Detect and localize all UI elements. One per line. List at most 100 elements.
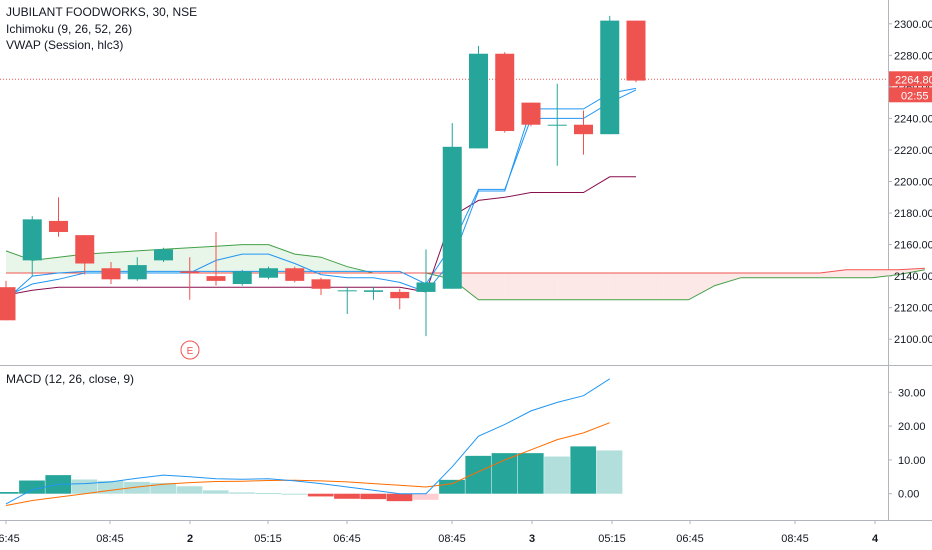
candle-body (259, 268, 278, 278)
ichimoku-cloud-segment (767, 272, 794, 278)
ichimoku-cloud-segment (478, 272, 505, 300)
macd-histogram-bar (229, 492, 255, 494)
macd-tick-label: 0.00 (898, 489, 919, 501)
price-tick-label: 2200.00 (894, 177, 932, 189)
ichimoku-cloud-segment (504, 272, 531, 300)
candle-body (0, 287, 16, 321)
macd-signal-line (5, 422, 610, 506)
ichimoku-cloud-segment (583, 272, 610, 300)
candle-body (75, 235, 95, 264)
ichimoku-cloud-segment (6, 250, 33, 273)
price-tick-label: 2100.00 (894, 334, 932, 346)
ichimoku-cloud-segment (557, 272, 584, 300)
macd-histogram-bar (71, 479, 98, 494)
last-price-label: 2264.80 (895, 74, 932, 86)
macd-histogram-bar (386, 493, 413, 502)
candle-body (626, 20, 646, 81)
ichimoku-cloud-segment (662, 272, 689, 300)
ichimoku-cloud-segment (609, 272, 636, 300)
macd-tick-label: 20.00 (898, 421, 926, 433)
ichimoku-cloud-segment (216, 244, 243, 273)
macd-histogram-bar (360, 493, 387, 500)
price-tick-label: 2140.00 (894, 271, 932, 283)
macd-line (5, 378, 611, 505)
time-tick-label: 3 (529, 533, 535, 545)
earnings-marker (180, 340, 200, 360)
candle-body (442, 146, 462, 289)
earnings-marker-label: E (187, 346, 194, 357)
macd-histogram-bar (491, 453, 518, 494)
time-tick-label: 06:45 (0, 533, 20, 545)
macd-histogram-bar (150, 482, 177, 494)
macd-histogram-bar (307, 493, 334, 497)
ichimoku-cloud-segment (793, 272, 820, 278)
macd-histogram-bar (334, 493, 360, 499)
macd-tick-label: 30.00 (898, 387, 926, 399)
ichimoku-cloud-segment (32, 257, 59, 273)
macd-histogram-bar (124, 481, 150, 494)
ichimoku-cloud-segment (688, 272, 715, 300)
candle-body (49, 220, 68, 232)
macd-legend[interactable]: MACD (12, 26, close, 9) (6, 372, 135, 386)
time-tick-label: 05:15 (598, 533, 626, 545)
ichimoku-cloud-segment (819, 269, 846, 278)
time-tick-label: 08:45 (96, 533, 124, 545)
macd-histogram-bar (439, 479, 465, 494)
ichimoku-cloud-segment (531, 272, 558, 300)
candle-body (232, 271, 252, 285)
macd-histogram-bar (97, 480, 124, 494)
macd-histogram-bar (176, 486, 203, 494)
macd-histogram-bar (412, 493, 439, 500)
macd-histogram-bar (281, 493, 308, 495)
candle-body (521, 102, 541, 125)
candle-body (206, 276, 226, 281)
vwap-legend[interactable]: VWAP (Session, hlc3) (6, 38, 124, 52)
price-tick-label: 2240.00 (894, 113, 932, 125)
countdown-box (889, 87, 932, 103)
candle-body (390, 291, 410, 299)
price-tick-label: 2120.00 (894, 303, 932, 315)
macd-histogram-bar (517, 453, 544, 494)
time-tick-label: 08:45 (438, 533, 466, 545)
ichimoku-legend[interactable]: Ichimoku (9, 26, 52, 26) (6, 22, 133, 36)
candle-body (495, 53, 515, 132)
candle-body (154, 249, 173, 261)
price-tick-label: 2280.00 (894, 50, 932, 62)
price-tick-label: 2300.00 (894, 19, 932, 31)
candle-body (547, 124, 567, 126)
time-tick-label: 4 (872, 533, 879, 545)
ichimoku-cloud-segment (846, 269, 873, 278)
macd-histogram-bar (596, 450, 623, 494)
macd-histogram-bar (570, 446, 597, 494)
candle-body (337, 290, 357, 292)
price-tick-label: 2220.00 (894, 145, 932, 157)
candle-body (311, 279, 331, 289)
candle-body (574, 124, 593, 135)
ichimoku-cloud-segment (321, 257, 348, 273)
candle-body (416, 282, 436, 292)
ichimoku-cloud-segment (242, 244, 269, 273)
candle-body (127, 265, 147, 280)
macd-histogram-bar (0, 492, 19, 494)
price-tick-label: 2180.00 (894, 208, 932, 220)
candle-body (180, 271, 200, 273)
price-tick-label: 2160.00 (894, 240, 932, 252)
ichimoku-cloud-segment (189, 246, 216, 273)
ichimoku-cloud-segment (714, 272, 741, 286)
ichimoku-cloud-segment (872, 269, 899, 278)
ichimoku-cloud-segment (636, 272, 663, 300)
symbol-title[interactable]: JUBILANT FOODWORKS, 30, NSE (6, 5, 198, 19)
macd-histogram-bar (544, 456, 570, 494)
candle-body (469, 53, 488, 149)
macd-histogram-bar (202, 490, 229, 494)
time-tick-label: 06:45 (333, 533, 361, 545)
candle-body (101, 268, 121, 280)
time-tick-label: 05:15 (254, 533, 282, 545)
countdown-label: 02:55 (901, 90, 929, 102)
last-price-box (889, 71, 932, 87)
candle-body (22, 219, 42, 261)
ichimoku-cloud-segment (741, 272, 768, 278)
macd-histogram-bar (255, 493, 282, 495)
